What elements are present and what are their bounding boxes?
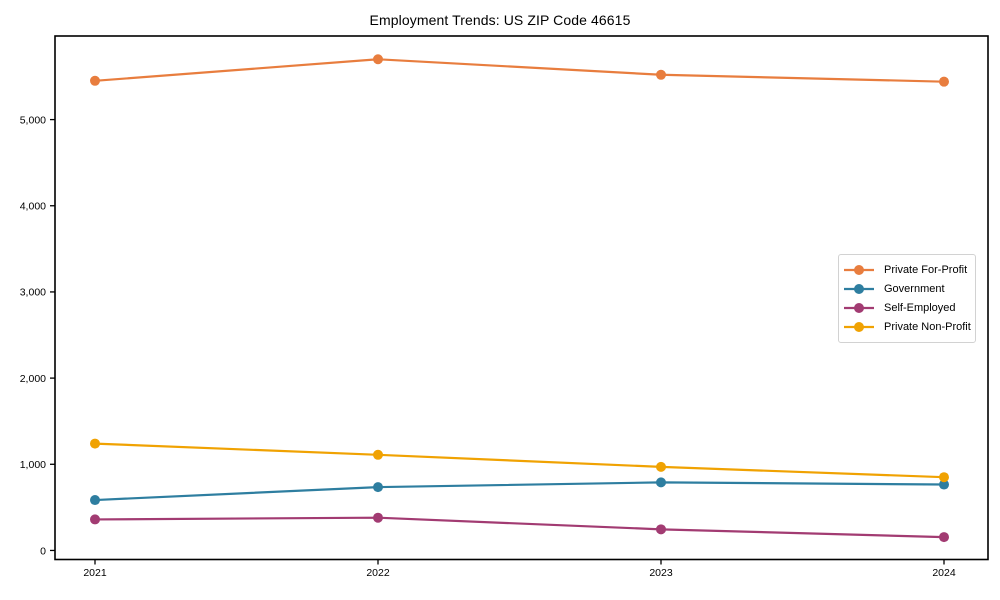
data-point-self-employed	[373, 512, 383, 523]
y-axis-tick-label: 1,000	[20, 459, 46, 471]
legend-marker-dot	[854, 322, 864, 332]
legend-marker-dot	[854, 284, 864, 294]
y-axis-tick-label: 5,000	[20, 114, 46, 126]
legend-line-marker-icon	[844, 303, 874, 313]
data-point-private-for-profit	[939, 76, 949, 87]
legend-item-private-for-profit: Private For-Profit	[843, 264, 969, 276]
data-point-government	[373, 482, 383, 493]
legend-line-marker-icon	[844, 322, 874, 332]
y-axis-tick-label: 2,000	[20, 373, 46, 385]
legend-label: Private Non-Profit	[884, 320, 971, 333]
legend-item-private-non-profit: Private Non-Profit	[843, 320, 971, 333]
series-line-private-for-profit	[94, 58, 945, 83]
legend-label: Government	[884, 282, 945, 295]
x-axis-tick-label: 2021	[83, 567, 107, 579]
legend-marker-dot	[854, 265, 864, 275]
legend-item-government: Government	[843, 283, 969, 295]
data-point-private-for-profit	[90, 75, 100, 86]
legend-label: Private For-Profit	[884, 263, 968, 276]
data-point-government	[939, 479, 949, 490]
data-point-private-for-profit	[656, 69, 666, 80]
plot-frame	[54, 35, 989, 561]
y-axis-tick-label: 3,000	[20, 287, 46, 299]
data-point-government	[90, 495, 100, 506]
data-point-self-employed	[656, 524, 666, 535]
data-point-private-non-profit	[373, 449, 383, 460]
legend-label: Self-Employed	[884, 301, 956, 314]
series-line-private-non-profit	[94, 442, 945, 479]
legend-line-marker-icon	[844, 265, 874, 275]
data-point-self-employed	[90, 514, 100, 525]
legend-marker-dot	[854, 303, 864, 313]
y-axis-tick-label: 4,000	[20, 201, 46, 213]
legend-box: Private For-Profit Government Self-Employe…	[838, 254, 976, 343]
chart-title: Employment Trends: US ZIP Code 46615	[369, 12, 631, 28]
x-axis-tick-label: 2023	[649, 567, 673, 579]
data-point-private-for-profit	[373, 54, 383, 65]
series-line-government	[94, 481, 945, 502]
legend-item-self-employed: Self-Employed	[843, 302, 969, 314]
x-axis-tick-label: 2024	[932, 567, 956, 579]
series-line-self-employed	[94, 516, 945, 539]
data-point-private-non-profit	[90, 438, 100, 449]
data-point-private-non-profit	[656, 461, 666, 472]
data-point-self-employed	[939, 532, 949, 543]
data-point-private-non-profit	[939, 472, 949, 483]
data-point-government	[656, 477, 666, 488]
x-axis-tick-label: 2022	[366, 567, 390, 579]
y-axis-tick-label: 0	[40, 545, 46, 557]
legend-line-marker-icon	[844, 284, 874, 294]
